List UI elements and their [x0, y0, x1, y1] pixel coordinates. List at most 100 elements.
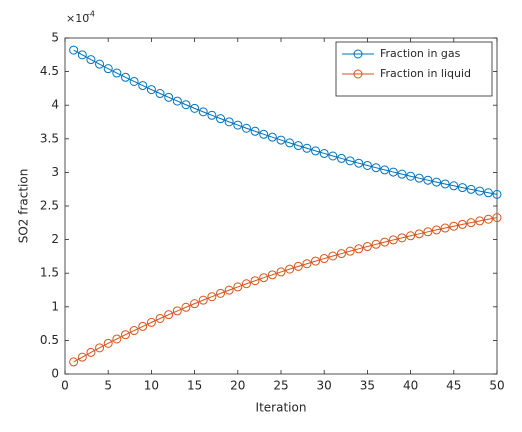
marker	[233, 282, 243, 292]
marker	[466, 218, 476, 228]
marker	[432, 177, 442, 187]
x-tick-label: 40	[403, 379, 418, 393]
marker	[267, 270, 277, 280]
y-exponent-base: ×10	[66, 12, 89, 25]
marker	[146, 85, 156, 95]
y-tick-label: 4	[51, 98, 59, 112]
marker	[483, 188, 493, 198]
marker	[267, 132, 277, 142]
marker	[224, 117, 234, 127]
y-tick-label: 2	[51, 232, 59, 246]
marker	[164, 92, 174, 102]
y-tick-label: 5	[51, 31, 59, 45]
marker	[371, 239, 381, 249]
y-tick-label: 3	[51, 165, 59, 179]
marker	[103, 64, 113, 74]
marker	[112, 334, 122, 344]
y-tick-label: 0	[51, 367, 59, 381]
x-tick-label: 10	[144, 379, 159, 393]
marker	[276, 135, 286, 145]
legend-box	[335, 41, 493, 97]
marker	[172, 306, 182, 316]
marker	[198, 295, 208, 305]
legend-marker	[353, 69, 363, 79]
series-line	[73, 217, 498, 363]
legend-label: Fraction in liquid	[380, 67, 471, 80]
marker	[362, 242, 372, 252]
x-tick-label: 0	[61, 379, 69, 393]
marker	[406, 231, 416, 241]
marker	[406, 171, 416, 181]
marker	[414, 173, 424, 183]
marker	[216, 288, 226, 298]
marker	[457, 183, 467, 193]
marker	[86, 55, 96, 65]
marker	[285, 138, 295, 148]
marker	[319, 254, 329, 264]
y-tick-label: 2.5	[40, 199, 59, 213]
marker	[77, 352, 87, 362]
marker	[285, 264, 295, 274]
marker	[120, 72, 130, 82]
marker	[423, 227, 433, 237]
marker	[146, 317, 156, 327]
legend-marker	[353, 49, 363, 59]
marker	[69, 45, 79, 55]
marker	[380, 237, 390, 247]
marker	[181, 302, 191, 312]
marker	[207, 110, 217, 120]
marker	[250, 276, 260, 286]
marker	[155, 313, 165, 323]
marker	[241, 279, 251, 289]
marker	[181, 100, 191, 110]
marker	[328, 251, 338, 261]
marker	[354, 244, 364, 254]
marker	[311, 256, 321, 266]
marker	[172, 96, 182, 106]
y-tick-label: 1.5	[40, 266, 59, 280]
marker	[336, 153, 346, 163]
marker	[449, 181, 459, 191]
x-tick-label: 30	[317, 379, 332, 393]
x-tick-label: 35	[360, 379, 375, 393]
marker	[138, 81, 148, 91]
marker	[259, 129, 269, 139]
marker	[388, 167, 398, 177]
marker	[423, 175, 433, 185]
marker	[95, 343, 105, 353]
marker	[86, 347, 96, 357]
marker	[440, 223, 450, 233]
x-tick-label: 5	[104, 379, 112, 393]
marker	[233, 120, 243, 130]
y-tick-label: 0.5	[40, 333, 59, 347]
marker	[380, 165, 390, 175]
marker	[120, 330, 130, 340]
marker	[276, 267, 286, 277]
marker	[207, 292, 217, 302]
marker	[250, 126, 260, 136]
marker	[103, 338, 113, 348]
marker	[492, 189, 502, 199]
marker	[198, 107, 208, 117]
marker	[362, 160, 372, 170]
marker	[475, 216, 485, 226]
y-tick-label: 4.5	[40, 64, 59, 78]
x-tick-label: 45	[446, 379, 461, 393]
marker	[319, 148, 329, 158]
legend-label: Fraction in gas	[380, 47, 461, 60]
y-axis-label: SO2 fraction	[17, 169, 31, 244]
marker	[95, 59, 105, 69]
marker	[397, 169, 407, 179]
marker	[302, 259, 312, 269]
marker	[440, 179, 450, 189]
marker	[77, 50, 87, 60]
x-tick-label: 25	[273, 379, 288, 393]
marker	[388, 235, 398, 245]
marker	[457, 219, 467, 229]
marker	[190, 103, 200, 113]
marker	[302, 143, 312, 153]
marker	[69, 357, 79, 367]
marker	[311, 146, 321, 156]
marker	[475, 186, 485, 196]
marker	[483, 214, 493, 224]
